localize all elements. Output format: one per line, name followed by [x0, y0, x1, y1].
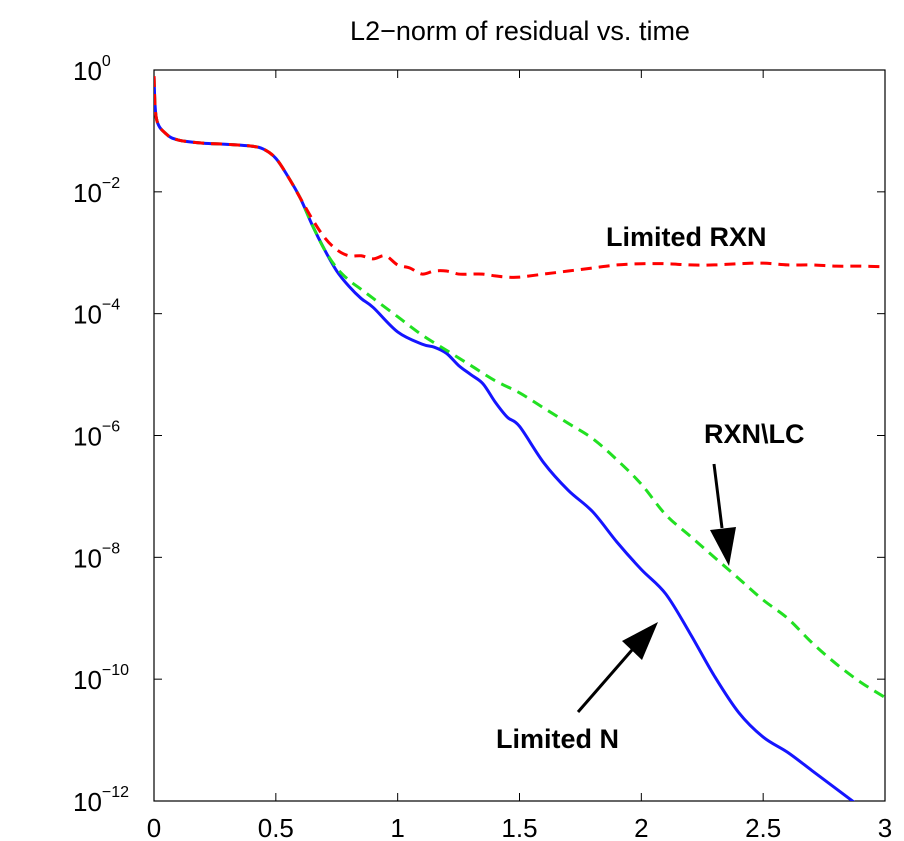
y-tick-exponent: −6	[102, 419, 120, 436]
x-axis: 0 0.5 1 1.5 2 2.5 3	[147, 70, 892, 841]
x-tick-label: 1	[390, 813, 404, 841]
y-tick-label: 10−12	[73, 784, 129, 817]
x-tick-label: 0.5	[258, 813, 294, 841]
y-tick-label: 10−10	[73, 662, 129, 695]
arrow-rxn-lc	[710, 463, 736, 566]
y-tick-exponent: −4	[102, 297, 120, 314]
y-tick-label: 10−8	[73, 540, 120, 573]
x-tick-label: 2	[634, 813, 648, 841]
y-tick-exponent: −12	[102, 784, 129, 801]
x-tick-label: 0	[147, 813, 161, 841]
annotation-limited-n: Limited N	[496, 724, 619, 754]
y-tick-base: 10	[73, 665, 102, 695]
arrow-limited-n	[576, 622, 658, 713]
y-tick-label: 100	[73, 53, 111, 86]
y-tick-label: 10−6	[73, 419, 120, 452]
annotation-limited-rxn: Limited RXN	[606, 222, 767, 252]
y-tick-exponent: 0	[102, 53, 111, 70]
x-tick-label: 2.5	[745, 813, 781, 841]
y-tick-exponent: −2	[102, 175, 120, 192]
y-tick-label: 10−4	[73, 297, 120, 330]
series-line-limited-rxn	[154, 76, 885, 279]
x-tick-label: 3	[878, 813, 892, 841]
annotation-rxn-lc: RXN\LC	[704, 419, 805, 449]
y-tick-base: 10	[73, 178, 102, 208]
chart-title: L2−norm of residual vs. time	[350, 16, 690, 46]
series-layer	[154, 76, 885, 801]
y-tick-base: 10	[73, 422, 102, 452]
y-tick-exponent: −8	[102, 540, 120, 557]
y-tick-exponent: −10	[102, 662, 129, 679]
y-tick-label: 10−2	[73, 175, 120, 208]
y-tick-base: 10	[73, 56, 102, 86]
series-line-limited-n	[154, 76, 856, 801]
x-tick-label: 1.5	[501, 813, 537, 841]
y-tick-base: 10	[73, 543, 102, 573]
plot-area	[153, 69, 886, 802]
y-tick-base: 10	[73, 787, 102, 817]
y-tick-base: 10	[73, 300, 102, 330]
